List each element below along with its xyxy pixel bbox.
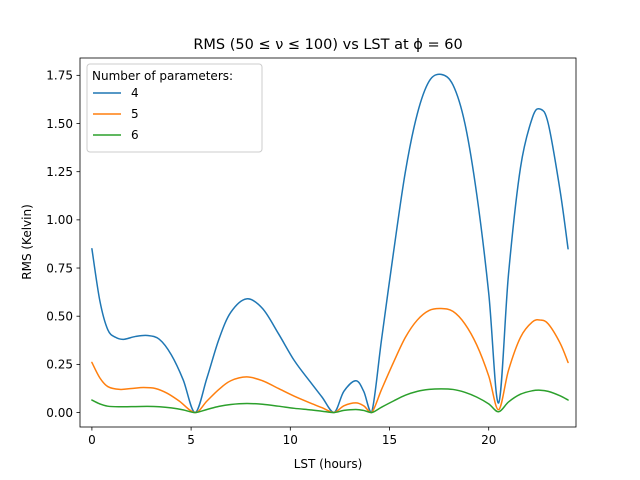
legend-title: Number of parameters: (92, 69, 233, 83)
y-tick-label: 0.00 (46, 406, 73, 420)
legend-label-6: 6 (131, 128, 139, 142)
x-axis-label: LST (hours) (294, 457, 363, 471)
y-tick-label: 1.00 (46, 213, 73, 227)
x-tick-label: 10 (283, 433, 298, 447)
y-tick-label: 1.75 (46, 69, 73, 83)
series-line-4 (91, 73, 569, 414)
legend-frame (86, 63, 263, 153)
y-tick-label: 0.75 (46, 261, 73, 275)
legend-label-5: 5 (131, 107, 139, 121)
series-line-5 (91, 307, 569, 414)
chart-title: RMS (50 ≤ ν ≤ 100) vs LST at ϕ = 60 (193, 37, 462, 53)
legend-entries: 4 5 6 (93, 86, 139, 142)
y-axis-label: RMS (Kelvin) (20, 204, 34, 280)
y-tick-label: 0.25 (46, 358, 73, 372)
legend-label-4: 4 (131, 86, 139, 100)
legend: Number of parameters: 4 5 6 (86, 63, 263, 153)
x-tick-label: 15 (382, 433, 397, 447)
plot-area: 0 5 10 15 20 0.00 0.25 0.50 0.75 1.00 1.25 1.50 1.75 (46, 57, 577, 447)
series-line-6 (91, 388, 569, 414)
y-tick-label: 1.25 (46, 165, 73, 179)
y-tick-label: 0.50 (46, 310, 73, 324)
axes-frame (79, 57, 577, 428)
y-tick-label: 1.50 (46, 117, 73, 131)
x-tick-label: 20 (481, 433, 496, 447)
x-tick-label: 0 (88, 433, 96, 447)
x-tick-label: 5 (187, 433, 195, 447)
